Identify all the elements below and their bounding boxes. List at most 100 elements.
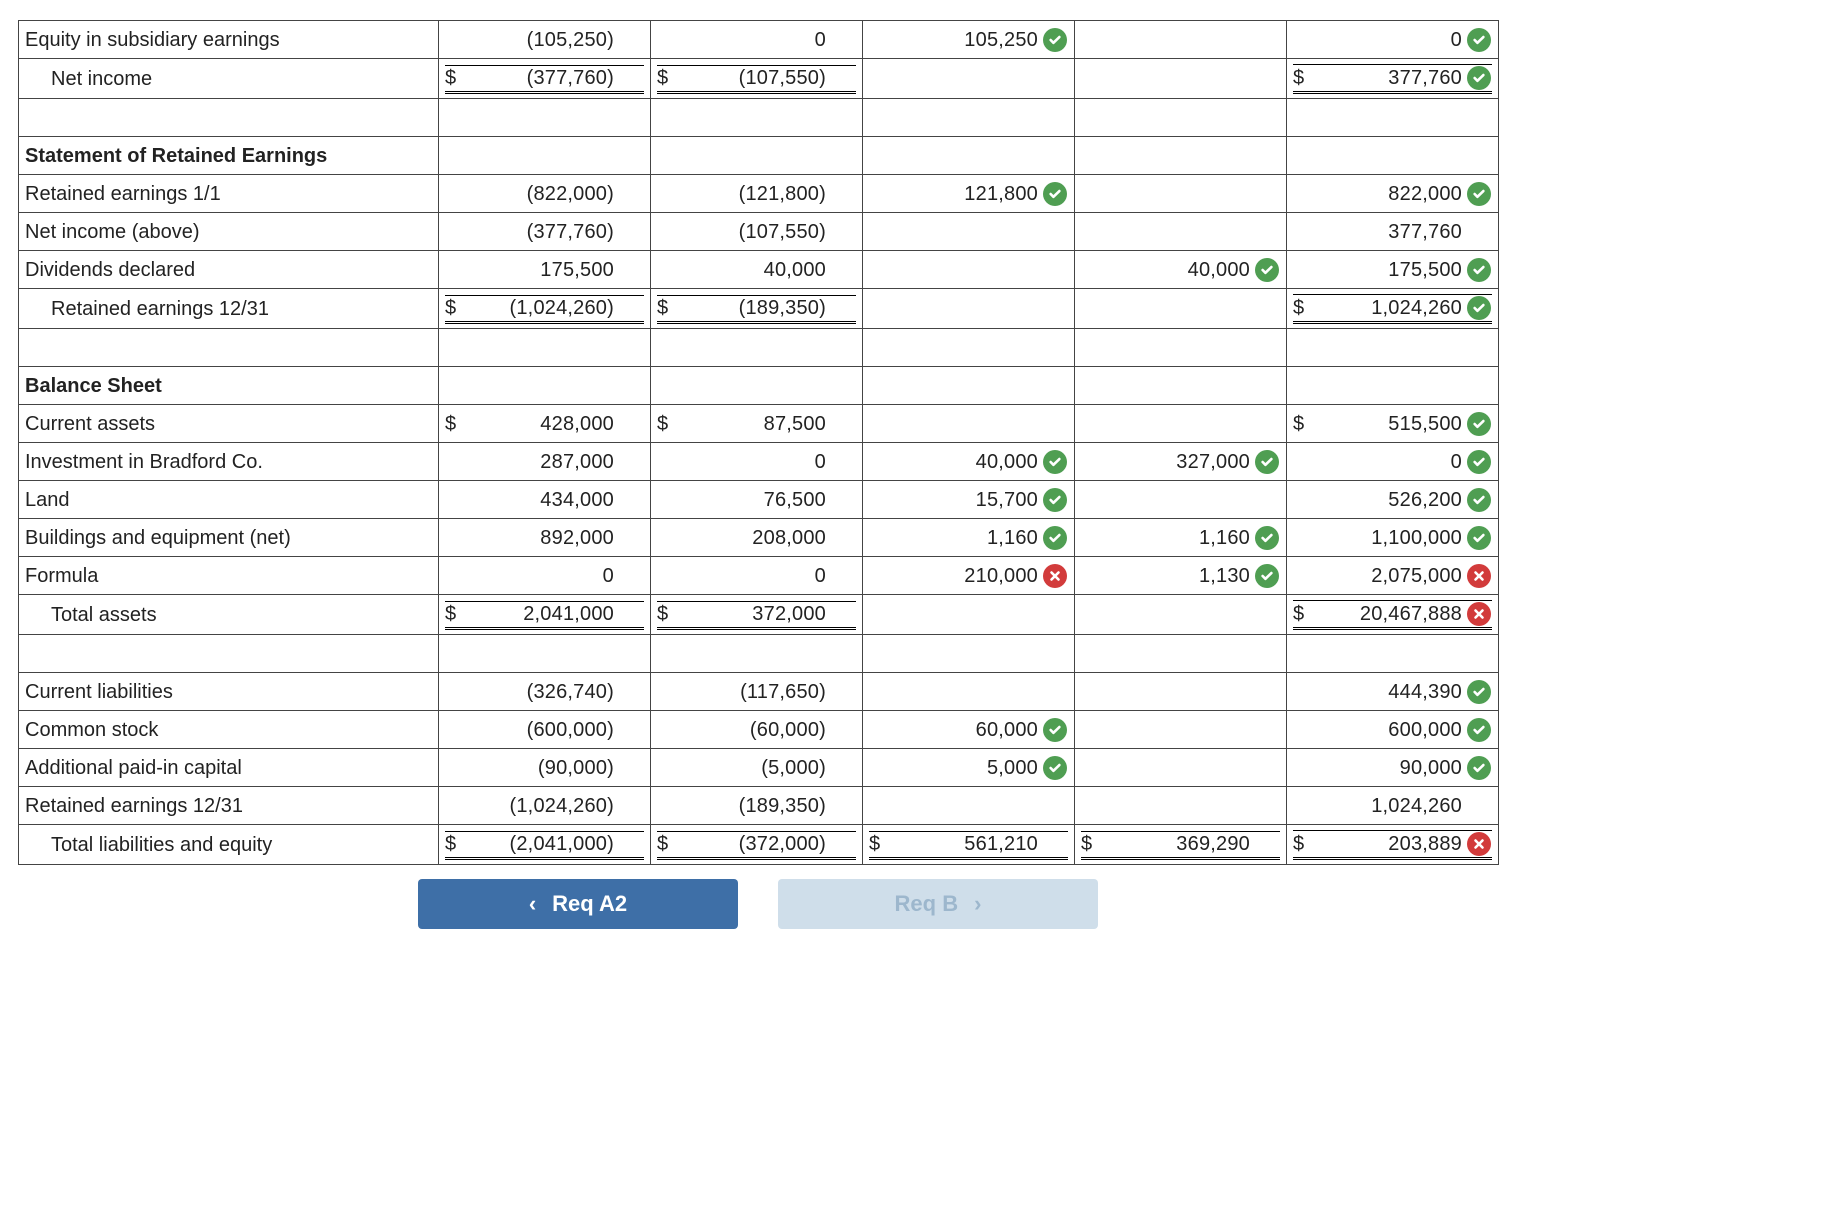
table-cell — [1075, 59, 1287, 99]
table-cell: $ (107,550) — [651, 59, 863, 99]
cell-value: 1,100,000 — [1311, 527, 1462, 550]
table-cell — [1075, 595, 1287, 635]
table-cell — [863, 213, 1075, 251]
check-icon — [1467, 680, 1491, 704]
table-cell: $ 561,210 — [863, 825, 1075, 865]
table-cell: 1,160 — [1075, 519, 1287, 557]
table-cell: (105,250) — [439, 21, 651, 59]
table-cell: 175,500 — [1287, 251, 1499, 289]
table-cell: (189,350) — [651, 787, 863, 825]
table-cell: 0 — [651, 443, 863, 481]
table-row: Current liabilities (326,740) (117,650) — [19, 673, 1499, 711]
table-cell — [1075, 367, 1287, 405]
cell-value: (107,550) — [675, 221, 826, 244]
table-cell: 105,250 — [863, 21, 1075, 59]
table-cell: 444,390 — [1287, 673, 1499, 711]
table-cell: (1,024,260) — [439, 787, 651, 825]
cell-value: 40,000 — [1099, 259, 1250, 282]
prev-req-button[interactable]: ‹ Req A2 — [418, 879, 738, 929]
row-label: Retained earnings 1/1 — [19, 175, 439, 213]
currency-symbol: $ — [445, 603, 459, 626]
row-label: Retained earnings 12/31 — [19, 289, 439, 329]
nav-bar: ‹ Req A2 Req B › — [18, 879, 1498, 929]
table-cell — [863, 595, 1075, 635]
check-icon — [1467, 526, 1491, 550]
cell-value: 892,000 — [463, 527, 614, 550]
table-cell: (121,800) — [651, 175, 863, 213]
cell-value: 20,467,888 — [1311, 603, 1462, 626]
cell-value: 1,160 — [887, 527, 1038, 550]
table-cell — [651, 367, 863, 405]
financial-worksheet-table: Equity in subsidiary earnings (105,250) … — [18, 20, 1499, 865]
check-icon — [1467, 756, 1491, 780]
table-cell — [863, 787, 1075, 825]
prev-req-label: Req A2 — [552, 891, 627, 917]
currency-symbol: $ — [1293, 413, 1307, 436]
table-row: Total liabilities and equity $ (2,041,00… — [19, 825, 1499, 865]
row-label: Land — [19, 481, 439, 519]
spacer-row — [19, 635, 1499, 673]
row-label: Investment in Bradford Co. — [19, 443, 439, 481]
cell-value: 15,700 — [887, 489, 1038, 512]
cell-value: (326,740) — [463, 681, 614, 704]
currency-symbol: $ — [657, 297, 671, 320]
table-cell: 0 — [651, 557, 863, 595]
cell-value: 1,024,260 — [1311, 795, 1462, 818]
spacer-row — [19, 329, 1499, 367]
cell-value: 434,000 — [463, 489, 614, 512]
table-cell: 210,000 — [863, 557, 1075, 595]
table-row: Net income $ (377,760) $ (107,550) — [19, 59, 1499, 99]
table-cell — [863, 137, 1075, 175]
check-icon — [1043, 718, 1067, 742]
row-label: Statement of Retained Earnings — [19, 137, 439, 175]
table-row: Buildings and equipment (net) 892,000 20… — [19, 519, 1499, 557]
cell-value: 105,250 — [887, 29, 1038, 52]
table-cell: 40,000 — [1075, 251, 1287, 289]
cell-value: 0 — [675, 29, 826, 52]
check-icon — [1255, 258, 1279, 282]
cell-value: 121,800 — [887, 183, 1038, 206]
table-cell: 5,000 — [863, 749, 1075, 787]
table-cell: $ 515,500 — [1287, 405, 1499, 443]
next-req-button[interactable]: Req B › — [778, 879, 1098, 929]
cell-value: (60,000) — [675, 719, 826, 742]
table-cell — [863, 59, 1075, 99]
check-icon — [1467, 450, 1491, 474]
table-cell — [1075, 213, 1287, 251]
row-label: Total assets — [19, 595, 439, 635]
table-cell: 121,800 — [863, 175, 1075, 213]
table-cell: $ 377,760 — [1287, 59, 1499, 99]
check-icon — [1255, 564, 1279, 588]
table-cell — [651, 137, 863, 175]
table-cell: 60,000 — [863, 711, 1075, 749]
table-cell — [1075, 289, 1287, 329]
table-row: Common stock (600,000) (60,000) — [19, 711, 1499, 749]
cell-value: 2,041,000 — [463, 603, 614, 626]
table-cell — [439, 137, 651, 175]
table-cell: $ 428,000 — [439, 405, 651, 443]
table-cell: 434,000 — [439, 481, 651, 519]
cell-value: (121,800) — [675, 183, 826, 206]
table-cell: 0 — [651, 21, 863, 59]
table-cell: 1,024,260 — [1287, 787, 1499, 825]
cell-value: 5,000 — [887, 757, 1038, 780]
table-cell — [1075, 481, 1287, 519]
currency-symbol: $ — [869, 833, 883, 856]
table-cell: 600,000 — [1287, 711, 1499, 749]
x-icon — [1467, 602, 1491, 626]
table-cell — [1075, 21, 1287, 59]
table-row: Total assets $ 2,041,000 $ 372,000 — [19, 595, 1499, 635]
cell-value: 40,000 — [675, 259, 826, 282]
table-cell: (60,000) — [651, 711, 863, 749]
table-cell — [1075, 711, 1287, 749]
cell-value: 76,500 — [675, 489, 826, 512]
currency-symbol: $ — [1293, 67, 1307, 90]
cell-value: 515,500 — [1311, 413, 1462, 436]
cell-value: (107,550) — [675, 67, 826, 90]
check-icon — [1043, 450, 1067, 474]
row-label: Net income (above) — [19, 213, 439, 251]
table-cell — [1075, 673, 1287, 711]
table-cell: (822,000) — [439, 175, 651, 213]
table-cell: 0 — [1287, 443, 1499, 481]
cell-value: 444,390 — [1311, 681, 1462, 704]
